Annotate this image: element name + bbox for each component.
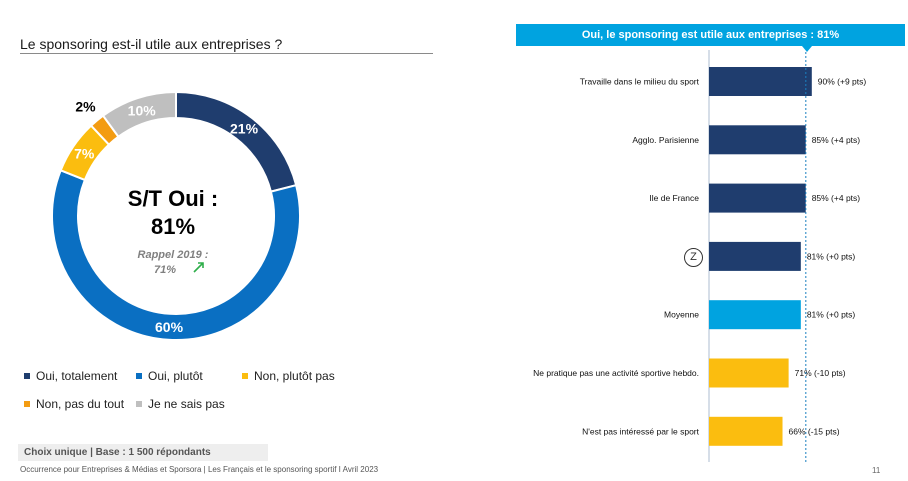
legend-item: Non, pas du tout xyxy=(24,397,124,411)
title-divider xyxy=(20,53,433,54)
donut-slice-label: 60% xyxy=(155,319,184,335)
legend-label: Oui, totalement xyxy=(36,369,118,383)
donut-chart: 21% 60% 7% 2% 10% S/T Oui : 81% Rappel 2019 … xyxy=(51,90,301,341)
bar-category-label: N'est pas intéressé par le sport xyxy=(582,426,700,436)
z-badge: Z xyxy=(684,248,703,267)
bar-category-label: Agglo. Parisienne xyxy=(632,135,699,145)
donut-slice xyxy=(51,169,301,341)
donut-slice-label: 7% xyxy=(74,146,95,162)
donut-slice xyxy=(101,90,177,139)
rappel-line2: 71% xyxy=(154,264,176,276)
bar xyxy=(709,358,789,388)
bar xyxy=(709,183,806,213)
bar-category-label: Ile de France xyxy=(649,193,699,203)
legend-item: Oui, totalement xyxy=(24,369,117,383)
bar-value-label: 66% (-15 pts) xyxy=(789,426,840,436)
footer-source: Occurrence pour Entreprises & Médias et … xyxy=(20,465,379,474)
legend-swatch xyxy=(24,373,30,379)
legend-swatch xyxy=(136,373,142,379)
rappel-line1: Rappel 2019 : xyxy=(138,249,209,261)
bar-value-label: 81% (+0 pts) xyxy=(807,251,856,261)
arrow-up-icon xyxy=(193,262,204,273)
bar xyxy=(709,300,801,330)
bar xyxy=(709,241,801,271)
header-caret xyxy=(802,46,812,52)
bar xyxy=(709,125,806,155)
bar-value-label: 85% (+4 pts) xyxy=(812,135,861,145)
bar xyxy=(709,416,783,446)
donut-slice xyxy=(175,90,298,193)
legend-label: Oui, plutôt xyxy=(148,369,203,383)
legend-item: Je ne sais pas xyxy=(136,397,225,411)
donut-slice-label: 21% xyxy=(230,120,259,136)
chart-title: Le sponsoring est-il utile aux entrepris… xyxy=(20,36,283,52)
legend-label: Non, plutôt pas xyxy=(254,369,335,383)
bar-value-label: 81% (+0 pts) xyxy=(807,310,856,320)
center-title-line2: 81% xyxy=(151,214,195,239)
base-note: Choix unique | Base : 1 500 répondants xyxy=(18,444,268,461)
donut-slice-label: 2% xyxy=(75,99,96,115)
legend-swatch xyxy=(24,401,30,407)
legend-swatch xyxy=(242,373,248,379)
bar-category-label: Travaille dans le milieu du sport xyxy=(580,77,700,87)
legend-label: Je ne sais pas xyxy=(148,397,225,411)
center-title-line1: S/T Oui : xyxy=(128,186,218,211)
bar-value-label: 85% (+4 pts) xyxy=(812,193,861,203)
bar xyxy=(709,67,812,96)
bar-chart-header: Oui, le sponsoring est utile aux entrepr… xyxy=(516,24,905,46)
legend-label: Non, pas du tout xyxy=(36,397,125,411)
donut-slice-label: 10% xyxy=(128,102,157,118)
legend-item: Oui, plutôt xyxy=(136,369,203,383)
bar-value-label: 90% (+9 pts) xyxy=(818,77,867,87)
legend-swatch xyxy=(136,401,142,407)
page-number: 11 xyxy=(872,466,881,475)
bar-category-label: Ne pratique pas une activité sportive he… xyxy=(533,368,699,378)
legend-item: Non, plutôt pas xyxy=(242,369,335,383)
bar-value-label: 71% (-10 pts) xyxy=(795,368,846,378)
bar-category-label: Moyenne xyxy=(664,310,699,320)
